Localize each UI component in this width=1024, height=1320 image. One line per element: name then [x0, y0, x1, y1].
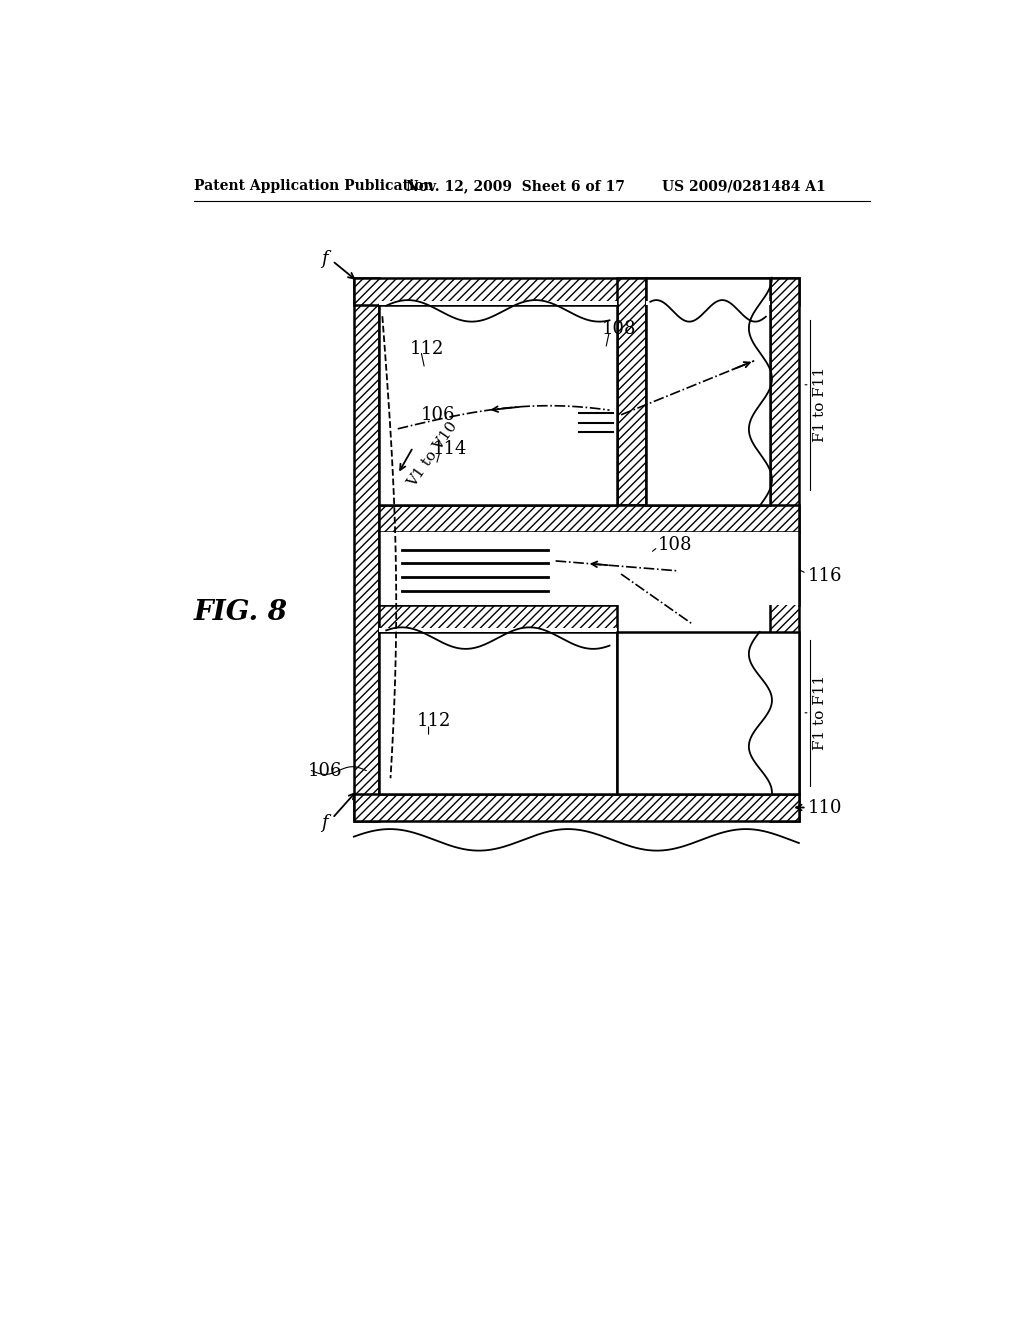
Text: Nov. 12, 2009  Sheet 6 of 17: Nov. 12, 2009 Sheet 6 of 17 — [407, 180, 625, 193]
Bar — [379, 301, 617, 305]
Text: F1 to F11: F1 to F11 — [813, 367, 827, 442]
Bar — [379, 632, 617, 793]
Bar — [574, 409, 617, 462]
Text: 106: 106 — [421, 405, 456, 424]
Text: 108: 108 — [602, 319, 636, 338]
Bar — [354, 277, 379, 821]
Bar — [379, 506, 799, 532]
Bar — [354, 793, 799, 821]
Bar — [617, 277, 646, 506]
Text: 114: 114 — [432, 440, 467, 458]
Text: f: f — [322, 814, 328, 832]
Text: 108: 108 — [658, 536, 692, 554]
Text: 106: 106 — [307, 762, 342, 780]
Bar — [379, 532, 799, 605]
Bar — [617, 632, 799, 793]
Text: F1 to F11: F1 to F11 — [813, 675, 827, 751]
Bar — [379, 628, 617, 632]
Bar — [646, 277, 770, 506]
Text: 112: 112 — [417, 711, 452, 730]
Bar — [646, 301, 770, 305]
Text: f: f — [322, 249, 328, 268]
Text: 112: 112 — [410, 339, 443, 358]
Text: V1 to V10: V1 to V10 — [406, 420, 461, 490]
Text: 110: 110 — [808, 799, 843, 817]
Text: FIG. 8: FIG. 8 — [194, 599, 288, 626]
Text: US 2009/0281484 A1: US 2009/0281484 A1 — [662, 180, 825, 193]
Bar — [379, 305, 617, 506]
Bar — [577, 438, 615, 461]
Bar — [354, 277, 799, 305]
Bar — [770, 277, 799, 821]
Bar — [379, 605, 617, 632]
Text: 116: 116 — [808, 566, 843, 585]
Text: Patent Application Publication: Patent Application Publication — [194, 180, 433, 193]
